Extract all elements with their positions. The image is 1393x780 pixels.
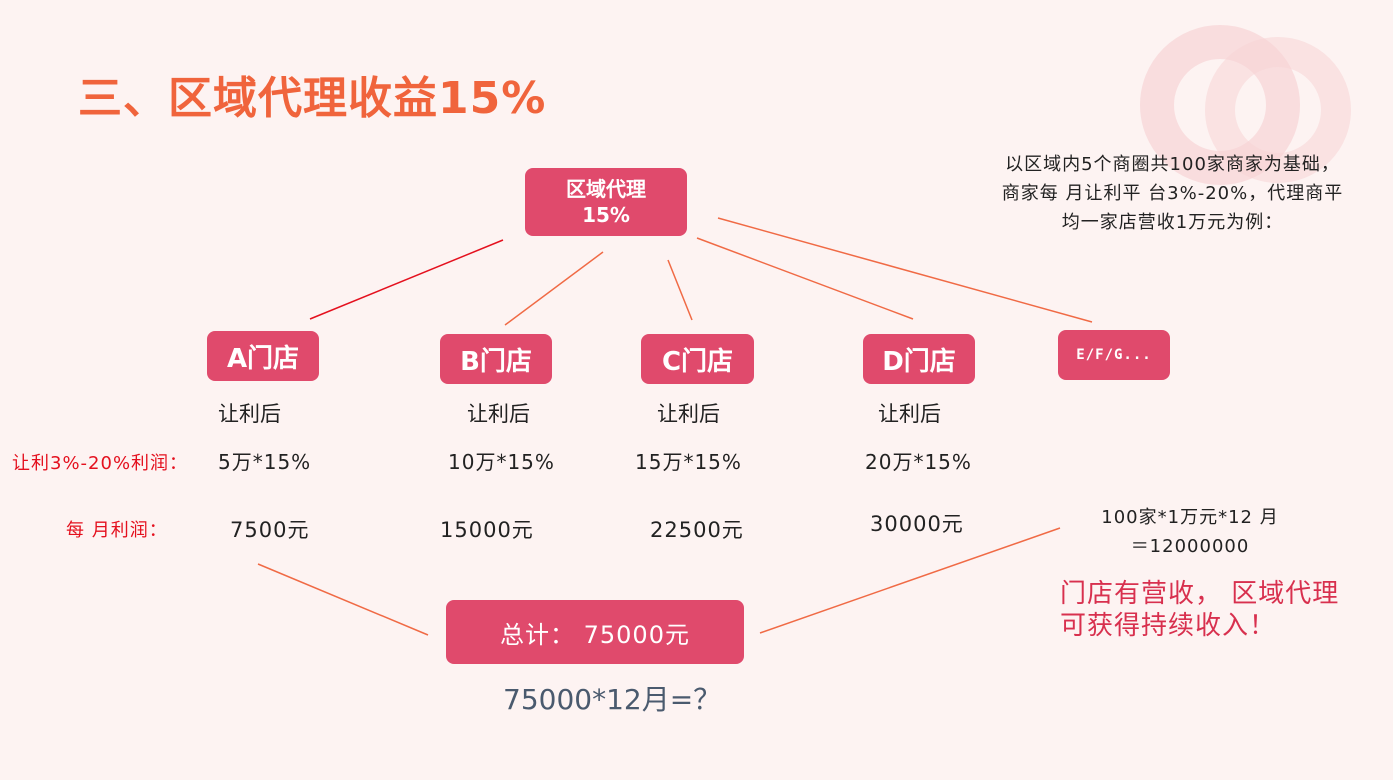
annual-calc-result: ＝12000000 — [1130, 536, 1250, 557]
connector-root-c — [667, 259, 693, 321]
store-b-box: B门店 — [440, 334, 552, 384]
connector-root-b — [504, 251, 604, 326]
region-agent-rate: 15% — [582, 203, 630, 227]
store-a-profit: 7500元 — [230, 518, 310, 542]
income-slogan: 门店有营收， 区域代理可获得持续收入！ — [1060, 579, 1340, 641]
annual-calculation: 100家*1万元*12 月 ＝12000000 — [1060, 503, 1320, 561]
page-title: 三、区域代理收益15% — [78, 73, 547, 124]
store-c-profit: 22500元 — [650, 518, 744, 542]
store-a-box: A门店 — [207, 331, 319, 381]
store-efg-box: E/F/G... — [1058, 330, 1170, 380]
annual-calc-formula: 100家*1万元*12 月 — [1101, 507, 1279, 528]
rate-row-label: 让利3%-20%利润： — [12, 453, 189, 474]
connector-root-e — [717, 217, 1093, 323]
connector-root-d — [696, 237, 914, 320]
store-d-rate: 20万*15% — [865, 450, 972, 474]
store-a-after: 让利后 — [218, 402, 281, 426]
store-b-rate: 10万*15% — [448, 450, 555, 474]
region-agent-label: 区域代理 — [566, 177, 646, 201]
connector-root-a — [309, 239, 504, 320]
store-c-box: C门店 — [641, 334, 754, 384]
store-c-rate: 15万*15% — [635, 450, 742, 474]
connector-calc-total — [759, 527, 1061, 634]
region-agent-box: 区域代理 15% — [525, 168, 687, 236]
store-c-after: 让利后 — [657, 402, 720, 426]
profit-row-label: 每 月利润： — [66, 520, 168, 541]
total-box: 总计： 75000元 — [446, 600, 744, 664]
store-d-profit: 30000元 — [870, 512, 964, 536]
store-a-rate: 5万*15% — [218, 450, 312, 474]
store-b-profit: 15000元 — [440, 518, 534, 542]
example-note: 以区域内5个商圈共100家商家为基础， 商家每 月让利平 台3%-20%，代理商… — [1001, 154, 1344, 233]
store-d-box: D门店 — [863, 334, 975, 384]
connector-a-total — [257, 563, 429, 636]
store-b-after: 让利后 — [467, 402, 530, 426]
store-d-after: 让利后 — [878, 402, 941, 426]
yearly-formula: 75000*12月=？ — [503, 683, 722, 716]
